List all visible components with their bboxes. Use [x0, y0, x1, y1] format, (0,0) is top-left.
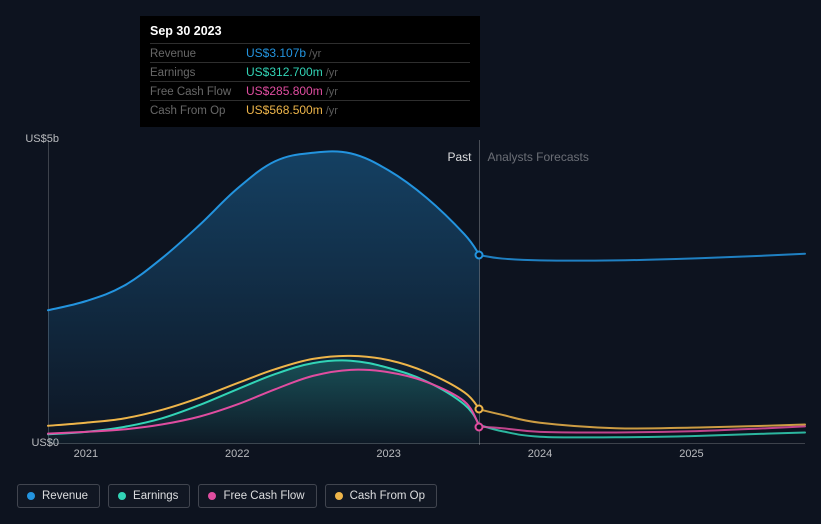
series-marker	[475, 405, 484, 414]
y-axis-label: US$5b	[9, 133, 59, 145]
tooltip-row-unit: /yr	[326, 67, 338, 79]
legend-item[interactable]: Free Cash Flow	[198, 484, 316, 508]
y-axis-label: US$0	[9, 437, 59, 449]
tooltip-row-label: Free Cash Flow	[150, 86, 246, 98]
legend-dot-icon	[27, 492, 35, 500]
tooltip-row-value: US$312.700m	[246, 65, 323, 79]
chart-tooltip: Sep 30 2023 Revenue US$3.107b /yrEarning…	[140, 16, 480, 127]
tooltip-row-value: US$3.107b	[246, 46, 306, 60]
tooltip-row-unit: /yr	[309, 48, 321, 60]
tooltip-row-value: US$285.800m	[246, 84, 323, 98]
legend-row: Revenue Earnings Free Cash Flow Cash Fro…	[17, 484, 437, 508]
series-marker	[475, 251, 484, 260]
tooltip-row: Cash From Op US$568.500m /yr	[150, 101, 470, 119]
legend-dot-icon	[208, 492, 216, 500]
legend-item[interactable]: Revenue	[17, 484, 100, 508]
tooltip-row-label: Cash From Op	[150, 105, 246, 117]
tooltip-row: Revenue US$3.107b /yr	[150, 44, 470, 63]
legend-dot-icon	[335, 492, 343, 500]
past-forecast-divider	[479, 140, 480, 445]
tooltip-row-label: Earnings	[150, 67, 246, 79]
x-axis-label: 2021	[74, 448, 98, 460]
legend-item[interactable]: Earnings	[108, 484, 190, 508]
chart-svg	[48, 140, 805, 444]
tooltip-title: Sep 30 2023	[150, 22, 470, 44]
legend-item[interactable]: Cash From Op	[325, 484, 437, 508]
x-axis-label: 2023	[376, 448, 400, 460]
series-marker	[475, 422, 484, 431]
tooltip-row-label: Revenue	[150, 48, 246, 60]
tooltip-row-value: US$568.500m	[246, 103, 323, 117]
legend-dot-icon	[118, 492, 126, 500]
tooltip-rows: Revenue US$3.107b /yrEarnings US$312.700…	[150, 44, 470, 119]
region-label-past: Past	[447, 150, 471, 164]
region-label-forecast: Analysts Forecasts	[487, 150, 588, 164]
legend-label: Revenue	[42, 490, 88, 502]
tooltip-row-unit: /yr	[326, 105, 338, 117]
x-axis-label: 2022	[225, 448, 249, 460]
x-axis-label: 2025	[679, 448, 703, 460]
tooltip-row: Earnings US$312.700m /yr	[150, 63, 470, 82]
legend-label: Cash From Op	[350, 490, 425, 502]
tooltip-row: Free Cash Flow US$285.800m /yr	[150, 82, 470, 101]
x-axis-label: 2024	[528, 448, 552, 460]
legend-label: Free Cash Flow	[223, 490, 304, 502]
tooltip-row-unit: /yr	[326, 86, 338, 98]
legend-label: Earnings	[133, 490, 178, 502]
